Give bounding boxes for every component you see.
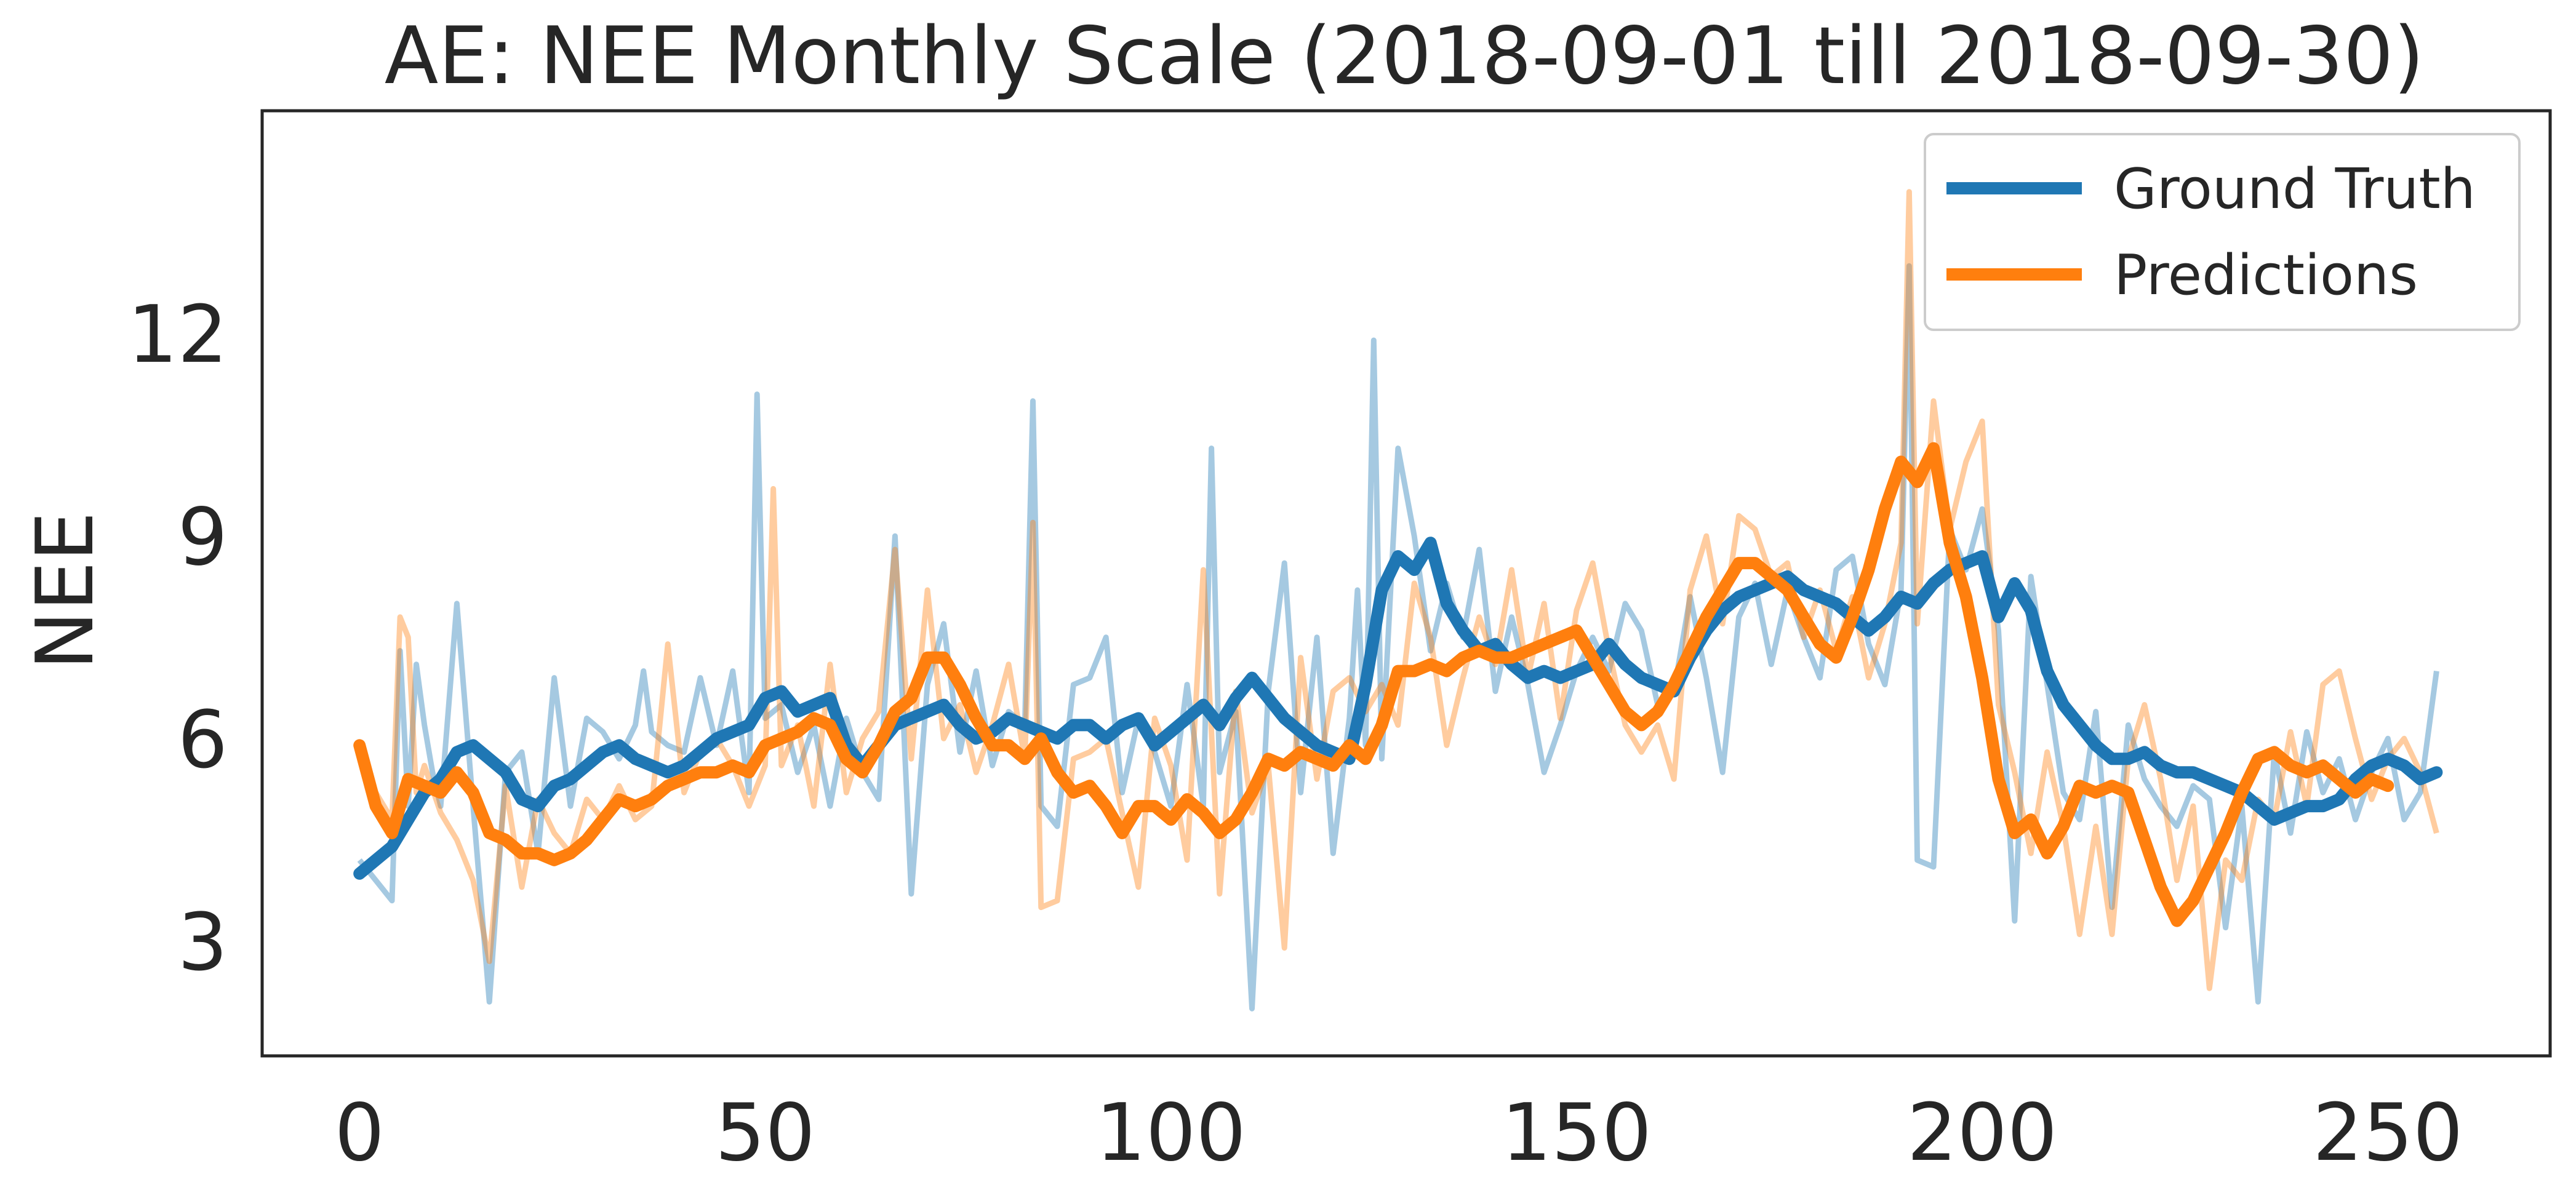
y-tick-label: 6 — [178, 694, 228, 786]
legend: Ground Truth Predictions — [1924, 133, 2521, 331]
series-0-smoothed-line — [353, 537, 2443, 880]
series-1-raw-line — [357, 189, 2439, 991]
legend-label: Ground Truth — [2114, 157, 2476, 222]
x-tick-label: 250 — [2313, 1087, 2463, 1179]
x-tick-label: 100 — [1095, 1087, 1246, 1179]
x-tick-label: 150 — [1502, 1087, 1652, 1179]
legend-label: Predictions — [2114, 243, 2418, 308]
plot-area — [353, 189, 2443, 1012]
y-axis-label: NEE — [20, 511, 111, 670]
series-0-raw-line — [357, 263, 2439, 1012]
y-tick-label: 3 — [178, 897, 228, 988]
y-axis-ticks: 3 6 9 12 — [127, 289, 228, 988]
chart-title: AE: NEE Monthly Scale (2018-09-01 till 2… — [385, 10, 2425, 102]
x-axis-ticks: 0 50 100 150 200 250 — [334, 1087, 2463, 1179]
series-1-smoothed-line — [353, 442, 2394, 927]
plot-frame — [260, 109, 2552, 1058]
x-tick-label: 0 — [334, 1087, 384, 1179]
x-tick-label: 200 — [1907, 1087, 2057, 1179]
y-tick-label: 9 — [178, 492, 228, 583]
x-tick-label: 50 — [715, 1087, 815, 1179]
y-tick-label: 12 — [127, 289, 228, 381]
